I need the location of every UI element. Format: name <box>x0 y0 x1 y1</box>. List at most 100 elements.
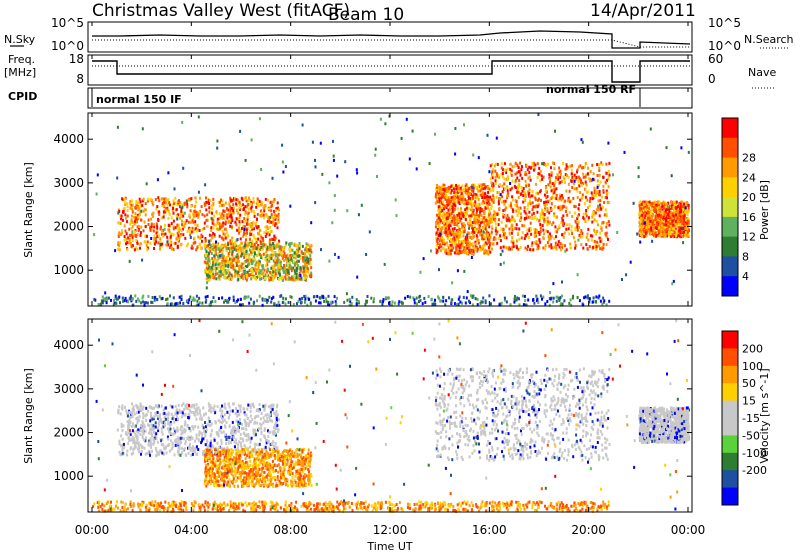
echo-cell <box>472 232 475 236</box>
echo-cell <box>542 295 545 299</box>
echo-cell <box>490 230 493 234</box>
echo-cell <box>467 207 470 210</box>
echo-cell <box>208 276 211 280</box>
echo-cell <box>217 297 220 300</box>
echo-cell <box>236 208 239 212</box>
echo-cell <box>287 268 290 272</box>
echo-cell <box>654 221 656 225</box>
echo-cell <box>485 251 488 254</box>
echo-cell <box>277 300 280 304</box>
echo-cell <box>570 303 573 307</box>
echo-cell <box>546 190 548 194</box>
echo-cell <box>133 233 136 237</box>
echo-cell <box>495 195 498 199</box>
echo-cell <box>534 198 537 202</box>
echo-cell <box>228 214 231 218</box>
echo-cell <box>182 233 185 237</box>
echo-cell <box>298 274 300 278</box>
echo-cell <box>571 175 574 179</box>
echo-cell <box>251 261 254 265</box>
echo-cell <box>669 214 672 218</box>
echo-cell <box>304 252 306 256</box>
echo-cell <box>492 216 495 220</box>
echo-cell <box>216 262 219 266</box>
echo-cell <box>434 201 437 205</box>
echo-cell <box>511 195 514 199</box>
echo-cell <box>274 272 277 276</box>
echo-cell <box>257 260 260 264</box>
echo-cell <box>323 299 326 303</box>
echo-cell <box>445 200 448 203</box>
echo-cell <box>456 231 459 235</box>
echo-cell <box>657 228 660 232</box>
echo-cell <box>561 246 564 250</box>
echo-cell <box>421 302 424 306</box>
echo-cell <box>286 262 289 266</box>
echo-cell <box>199 196 201 200</box>
echo-cell <box>279 260 282 264</box>
echo-cell <box>486 242 488 246</box>
echo-cell <box>210 274 213 278</box>
echo-cell <box>234 220 237 224</box>
echo-cell <box>191 244 194 248</box>
echo-cell <box>562 218 565 222</box>
echo-cell <box>494 229 497 233</box>
echo-cell <box>251 251 254 255</box>
echo-cell <box>304 248 307 252</box>
echo-cell <box>546 230 549 234</box>
echo-cell <box>504 168 507 172</box>
echo-cell <box>218 274 221 278</box>
echo-cell <box>266 268 269 272</box>
echo-cell <box>259 248 262 251</box>
echo-cell <box>519 212 522 216</box>
echo-cell <box>486 235 489 239</box>
echo-cell <box>476 227 478 231</box>
echo-cell <box>465 243 468 247</box>
echo-cell <box>481 300 484 304</box>
echo-cell <box>275 254 278 258</box>
echo-cell <box>464 248 467 252</box>
echo-cell <box>266 225 269 229</box>
echo-cell <box>577 220 580 224</box>
echo-cell <box>532 161 535 165</box>
echo-cell <box>673 211 676 215</box>
echo-cell <box>547 183 550 187</box>
echo-cell <box>268 257 271 261</box>
echo-cell <box>639 209 641 213</box>
echo-cell <box>438 268 440 272</box>
echo-cell <box>532 205 535 209</box>
echo-cell <box>467 192 469 196</box>
echo-cell <box>172 247 175 251</box>
echo-cell <box>453 218 456 222</box>
echo-cell <box>671 219 674 223</box>
echo-cell <box>535 234 538 238</box>
echo-cell <box>544 186 547 190</box>
echo-cell <box>596 207 599 211</box>
echo-cell <box>251 227 254 231</box>
echo-cell <box>458 295 461 299</box>
echo-cell <box>285 258 288 262</box>
echo-cell <box>471 231 474 234</box>
echo-cell <box>465 192 468 195</box>
echo-cell <box>327 300 330 304</box>
echo-cell <box>442 299 445 303</box>
echo-cell <box>572 236 575 240</box>
echo-cell <box>598 173 601 177</box>
echo-cell <box>515 203 518 207</box>
echo-cell <box>560 194 563 197</box>
echo-cell <box>479 230 482 234</box>
echo-cell <box>448 211 451 215</box>
echo-cell <box>555 187 558 191</box>
echo-cell <box>221 256 224 260</box>
echo-cell <box>600 207 603 211</box>
echo-cell <box>526 232 529 236</box>
echo-cell <box>225 231 228 235</box>
echo-cell <box>259 239 262 243</box>
echo-cell <box>569 164 572 168</box>
echo-cell <box>540 211 543 215</box>
echo-cell <box>240 241 243 245</box>
echo-cell <box>254 265 257 269</box>
echo-cell <box>448 239 451 243</box>
echo-cell <box>661 222 664 226</box>
echo-cell <box>143 301 146 305</box>
